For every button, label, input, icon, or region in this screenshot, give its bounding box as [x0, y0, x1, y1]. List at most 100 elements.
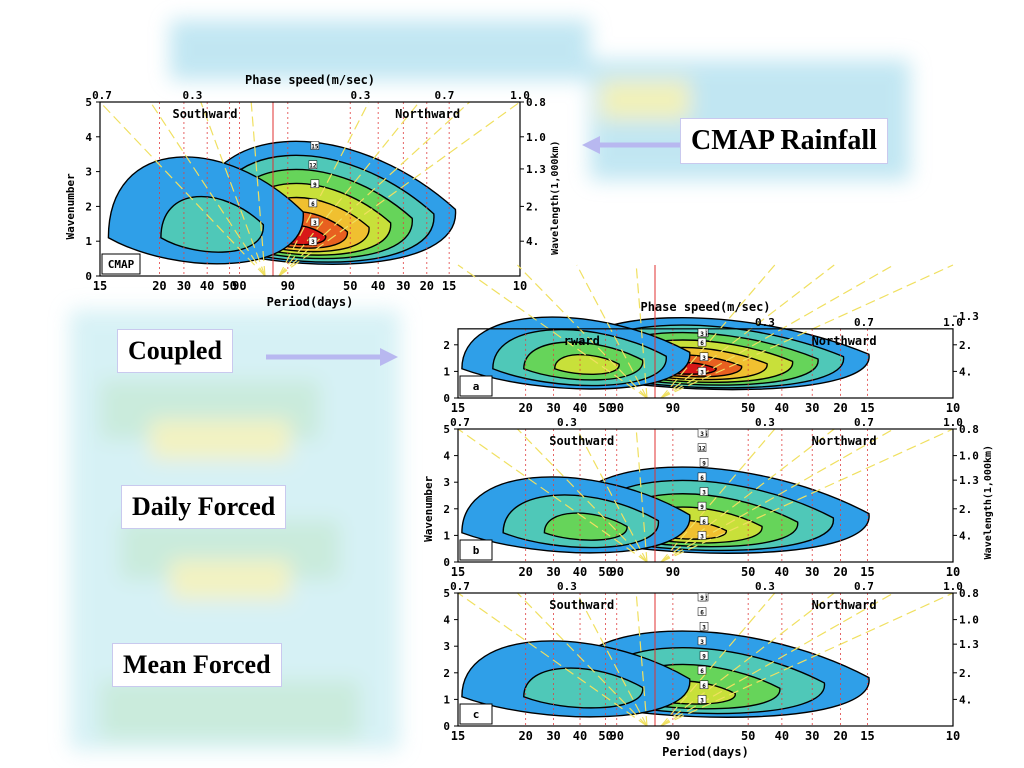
contour-label-box [699, 622, 709, 631]
period-label: 50 [741, 401, 755, 415]
contour-label: 15 [311, 144, 319, 151]
y-tick-label: 2 [443, 503, 450, 516]
y-tick-label: 5 [443, 423, 450, 436]
period-label: 50 [741, 565, 755, 579]
y-tick-label: 3 [443, 476, 450, 489]
period-label: 30 [546, 401, 560, 415]
y-tick-label: 1 [85, 235, 92, 248]
period-label: 15 [93, 279, 107, 293]
contour-label-box [699, 352, 709, 362]
contour-label: 3 [700, 639, 704, 646]
y-tick-label: 1 [443, 529, 450, 542]
phase-speed-tick: 1.0 [510, 89, 530, 102]
contour-label: 3 [700, 533, 704, 540]
y-tick-label: 5 [85, 96, 92, 109]
contour-label: 3 [700, 431, 704, 438]
contour-label-box [308, 160, 318, 169]
y-tick-label: 4 [443, 614, 450, 627]
y2-tick-label: 2. [959, 503, 972, 516]
y-tick-label: 0 [443, 392, 450, 405]
chart-title: Phase speed(m/sec) [245, 73, 375, 87]
region-label-north: Northward [395, 107, 460, 121]
y2-tick-label: 1.0 [959, 614, 979, 627]
contour-label-box [697, 328, 707, 338]
contour-label-box [697, 472, 707, 482]
phase-speed-line [516, 592, 648, 727]
panel-tag-box [101, 253, 141, 275]
phase-speed-tick: 0.3 [755, 316, 775, 329]
phase-speed-line [457, 592, 648, 727]
period-label: 30 [177, 279, 191, 293]
daily-forced-label: Daily Forced [121, 485, 287, 529]
period-label: 15 [451, 729, 465, 743]
contour-label-box [308, 198, 318, 208]
period-label: 10 [946, 565, 960, 579]
southward-contour-level-4 [554, 354, 620, 376]
contour-label-box [308, 236, 318, 246]
period-label: 90 [610, 729, 624, 743]
period-label: 40 [573, 565, 587, 579]
contour-label-box [699, 458, 709, 467]
period-label: 15 [860, 729, 874, 743]
period-label: 40 [775, 401, 789, 415]
period-label: 40 [573, 729, 587, 743]
x-axis-label: Period(days) [662, 745, 749, 759]
phase-speed-line [200, 101, 266, 277]
period-label: 90 [666, 401, 680, 415]
period-label: 50 [598, 565, 612, 579]
period-label: 50 [741, 729, 755, 743]
y-tick-label: 2 [85, 200, 92, 213]
contour-label-box [699, 516, 709, 526]
period-label: 50 [598, 729, 612, 743]
contour-label: 12 [309, 163, 317, 170]
region-label-south: Southward [549, 434, 614, 448]
phase-speed-tick: 0.7 [434, 89, 454, 102]
southward-contour-level-2 [160, 196, 265, 253]
phase-speed-tick: 0.7 [92, 89, 112, 102]
contour-label-box [697, 428, 707, 438]
panel-tag: b [473, 544, 480, 557]
contour-label: 6 [700, 475, 704, 482]
contour-label: 3 [700, 697, 704, 704]
y2-tick-label: 2. [526, 200, 539, 213]
y2-tick-label: 1.0 [526, 131, 546, 144]
contour-label: 9 [700, 504, 704, 511]
panel-tag-box [459, 539, 493, 561]
contour-label: 9 [313, 182, 317, 189]
y2-tick-label: 2. [959, 339, 972, 352]
panel-tag-box [459, 375, 493, 397]
contour-label: 3 [702, 624, 706, 631]
contour-label: 6 [700, 340, 704, 347]
contour-label: 6 [700, 668, 704, 675]
phase-speed-tick: 0.3 [755, 580, 775, 593]
phase-speed-tick: 1.0 [943, 580, 963, 593]
plot-frame [99, 101, 521, 277]
phase-speed-line [635, 264, 648, 399]
period-label: 10 [513, 279, 527, 293]
phase-speed-line [278, 101, 420, 277]
phase-speed-tick: 0.3 [557, 416, 577, 429]
y2-tick-label: 1.3 [526, 163, 546, 176]
period-label: 20 [518, 401, 532, 415]
y-tick-label: 2 [443, 339, 450, 352]
contour-label-box [310, 179, 320, 189]
contour-label: 12 [698, 446, 706, 453]
phase-speed-line [635, 592, 648, 727]
phase-speed-line [278, 101, 471, 277]
contour-label-box [697, 695, 707, 704]
southward-contour-level-2 [523, 667, 644, 709]
contour-label-box [310, 141, 320, 150]
contour-label: 6 [702, 519, 706, 526]
y-tick-label: 0 [443, 720, 450, 733]
period-label: 20 [833, 565, 847, 579]
phase-speed-tick: 0.7 [854, 580, 874, 593]
period-label: 50 [598, 401, 612, 415]
period-label: 50 [343, 279, 357, 293]
cmap-rainfall-label: CMAP Rainfall [680, 118, 888, 164]
y-tick-label: 4 [85, 131, 92, 144]
phase-speed-line [576, 428, 648, 563]
phase-speed-tick: 0.7 [854, 416, 874, 429]
